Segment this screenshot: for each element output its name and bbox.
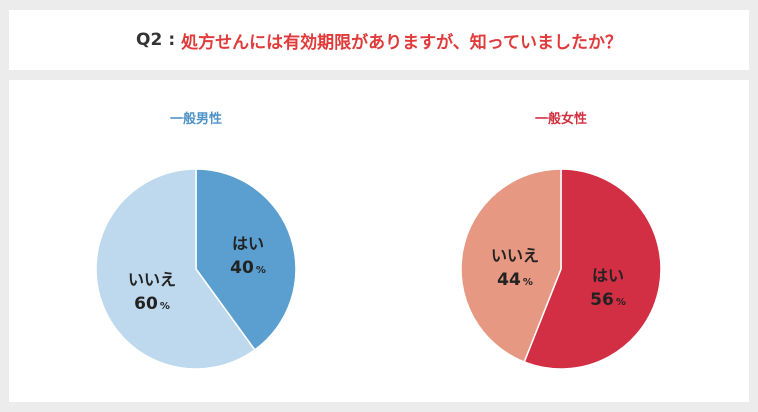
slice-label-female-yes: はい bbox=[592, 266, 624, 285]
slice-value-female-no: 44% bbox=[497, 270, 533, 290]
question-text: 処方せんには有効期限がありますが、知っていましたか？ bbox=[181, 32, 622, 53]
pie-charts: はい 40 % いいえ 60 % はい 56 % いいえ 44% bbox=[95, 168, 662, 370]
slice-label-male-yes: はい bbox=[232, 234, 264, 253]
chart-title-male: 一般男性 bbox=[169, 112, 223, 127]
slice-value-female-yes: 56% bbox=[590, 290, 626, 310]
pie-slice-female-no bbox=[460, 168, 562, 363]
slice-label-male-no: いいえ bbox=[128, 270, 176, 289]
slice-label-female-no: いいえ bbox=[491, 246, 539, 265]
slice-value-male-no: 60% bbox=[134, 294, 170, 314]
question-header: Q2 : 処方せんには有効期限がありますが、知っていましたか？ bbox=[9, 10, 749, 70]
pie-slice-female-yes bbox=[523, 168, 662, 370]
charts-panel: 一般男性 一般女性 はい 40% いいえ 60% はい 56% いいえ 44% bbox=[9, 80, 749, 402]
pie-slice-male-no bbox=[95, 168, 256, 370]
question-separator: : bbox=[168, 30, 176, 50]
pie-slice-male-yes bbox=[195, 168, 297, 351]
question-number: Q2 bbox=[136, 30, 163, 50]
chart-title-female: 一般女性 bbox=[534, 112, 588, 127]
slice-value-male-yes: 40% bbox=[230, 258, 266, 278]
